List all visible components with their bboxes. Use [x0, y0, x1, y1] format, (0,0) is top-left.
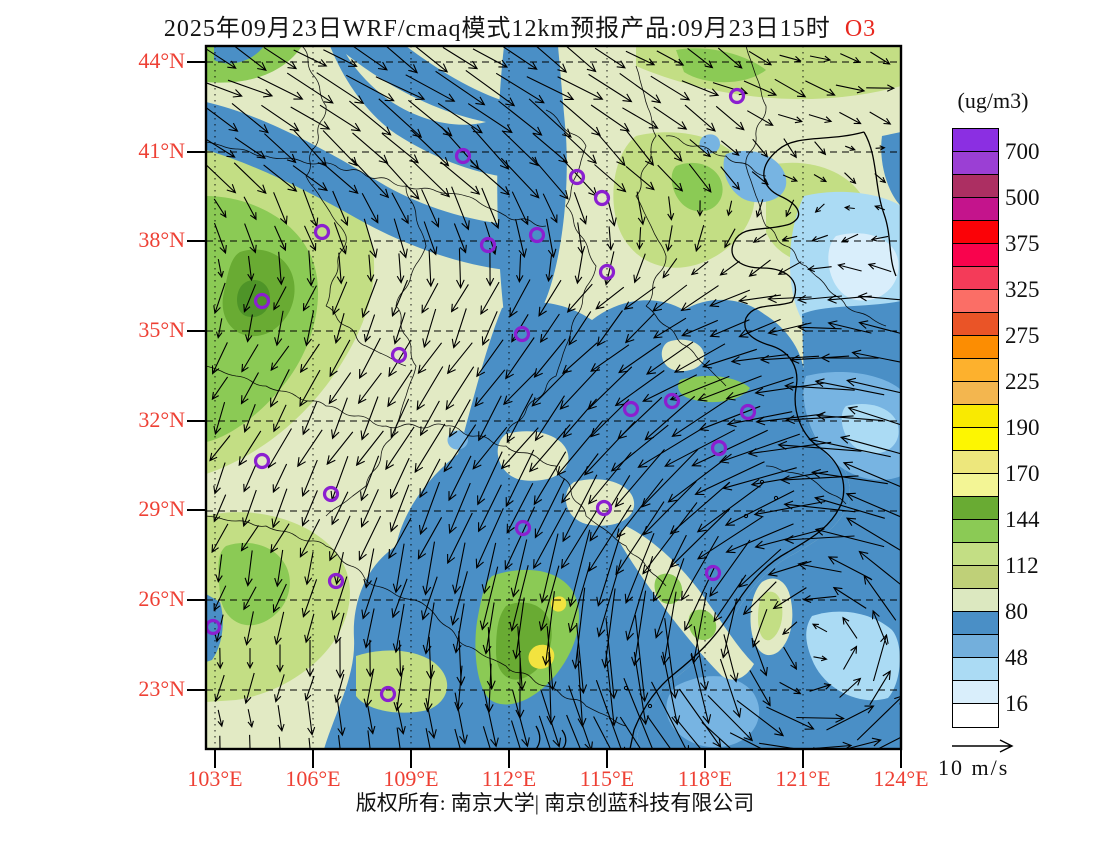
legend-units-label: (ug/m3) [957, 88, 1029, 113]
station-marker [704, 564, 722, 582]
station-marker [568, 168, 586, 186]
station-marker [710, 439, 728, 457]
legend-colorbar [952, 128, 999, 728]
station-marker [327, 572, 345, 590]
lon-tick-label: 103°E [187, 766, 243, 791]
lon-tick-label: 112°E [481, 766, 537, 791]
pollutant-label: O3 [844, 16, 877, 42]
page-title: 2025年09月23日WRF/cmaq模式12km预报产品:09月23日15时 O… [0, 8, 1040, 43]
lat-tick-label: 23°N [138, 675, 185, 701]
legend-color-box [953, 244, 998, 267]
legend-color-box [953, 635, 998, 658]
station-marker [379, 685, 397, 703]
legend-value: 16 [1005, 691, 1028, 716]
legend-color-box [953, 221, 998, 244]
legend-color-box [953, 520, 998, 543]
lat-tick-label: 41°N [138, 137, 185, 163]
station-marker [253, 452, 271, 470]
legend-value: 170 [1005, 461, 1040, 486]
legend-color-box [953, 681, 998, 704]
lon-tick-label: 118°E [677, 766, 733, 791]
legend-color-box [953, 474, 998, 497]
station-marker [622, 400, 640, 418]
legend-color-box [953, 428, 998, 451]
legend-color-box [953, 497, 998, 520]
station-marker [728, 87, 746, 105]
lat-tick-label: 44°N [138, 47, 185, 73]
legend-value: 225 [1005, 369, 1040, 394]
station-marker [593, 189, 611, 207]
legend-value: 144 [1005, 507, 1040, 532]
station-marker [739, 403, 757, 421]
legend-color-box [953, 405, 998, 428]
legend-color-box [953, 129, 998, 152]
lon-tick-label: 121°E [775, 766, 831, 791]
legend-color-box [953, 175, 998, 198]
lat-tick-label: 26°N [138, 585, 185, 611]
legend-value: 325 [1005, 277, 1040, 302]
station-marker [528, 226, 546, 244]
legend-color-box [953, 382, 998, 405]
legend-color-box [953, 152, 998, 175]
legend-color-box [953, 451, 998, 474]
legend-value: 112 [1005, 553, 1039, 578]
lon-tick-label: 109°E [383, 766, 439, 791]
lat-tick-label: 38°N [138, 226, 185, 252]
legend-color-box [953, 658, 998, 681]
legend-value: 48 [1005, 645, 1028, 670]
station-marker [322, 485, 340, 503]
station-marker [479, 236, 497, 254]
station-marker [454, 147, 472, 165]
title-text: 2025年09月23日WRF/cmaq模式12km预报产品:09月23日15时 [163, 16, 831, 42]
wind-scale-arrow [952, 739, 1014, 753]
legend-color-box [953, 704, 998, 727]
station-marker [390, 346, 408, 364]
legend-color-box [953, 359, 998, 382]
legend-color-box [953, 543, 998, 566]
legend-color-box [953, 589, 998, 612]
copyright-footer: 版权所有: 南京大学| 南京创蓝科技有限公司 [355, 791, 755, 815]
station-marker [514, 519, 532, 537]
legend-color-box [953, 267, 998, 290]
legend-value: 275 [1005, 323, 1040, 348]
lon-tick-label: 124°E [873, 766, 929, 791]
station-marker [253, 292, 271, 310]
legend-color-box [953, 566, 998, 589]
lon-tick-label: 106°E [285, 766, 341, 791]
legend-value: 190 [1005, 415, 1040, 440]
wind-scale-label: 10 m/s [938, 755, 1010, 780]
lat-tick-label: 35°N [138, 316, 185, 342]
legend-color-box [953, 336, 998, 359]
legend-value: 700 [1005, 139, 1040, 164]
lon-tick-label: 115°E [579, 766, 635, 791]
legend-color-box [953, 290, 998, 313]
legend-value: 500 [1005, 185, 1040, 210]
legend-color-box [953, 198, 998, 221]
legend-color-box [953, 313, 998, 336]
lat-tick-label: 32°N [138, 406, 185, 432]
lat-tick-label: 29°N [138, 495, 185, 521]
legend-value: 375 [1005, 231, 1040, 256]
station-marker [513, 325, 531, 343]
station-marker [595, 499, 613, 517]
station-marker [313, 223, 331, 241]
station-marker [663, 392, 681, 410]
station-marker [598, 263, 616, 281]
legend-value: 80 [1005, 599, 1028, 624]
legend-color-box [953, 612, 998, 635]
